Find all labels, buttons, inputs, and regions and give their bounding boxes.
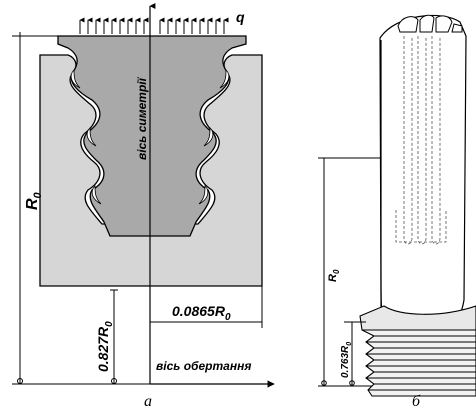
blade-root [57,35,247,237]
dim-00865-label: 0.0865R0 [172,303,231,323]
figure-b: R0 0.763R0 б [318,14,476,410]
r0-dimension [12,32,150,385]
dim-0763-line [344,321,366,386]
r0-dimension-b [318,157,381,387]
dim-00865-line [149,286,263,328]
blade-root-fir-tree [361,329,476,397]
load-label: q [236,9,245,25]
dim-0827-label: 0.827R0 [95,321,115,372]
disk-rim [39,54,263,287]
figure-a: q вісь симетрії R0 0.827R0 0.0865R0 [12,3,275,410]
blade-tip-holes [397,14,463,33]
load-arrows [79,17,229,34]
cooling-channels [395,36,447,245]
contact-highlights [70,69,230,205]
r0-label: R0 [24,191,44,210]
dim-0827-line [110,289,118,384]
symmetry-axis-label: вісь симетрії [135,76,149,160]
r0-label-b: R0 [327,269,341,282]
rotation-axis-label: вісь обертання [156,359,251,373]
blade-airfoil [379,14,467,335]
caption-b: б [412,393,421,410]
root-teeth-lines [366,335,476,391]
blade-platform [359,305,476,331]
dim-0763-label: 0.763R0 [340,342,353,378]
caption-a: а [144,393,152,410]
